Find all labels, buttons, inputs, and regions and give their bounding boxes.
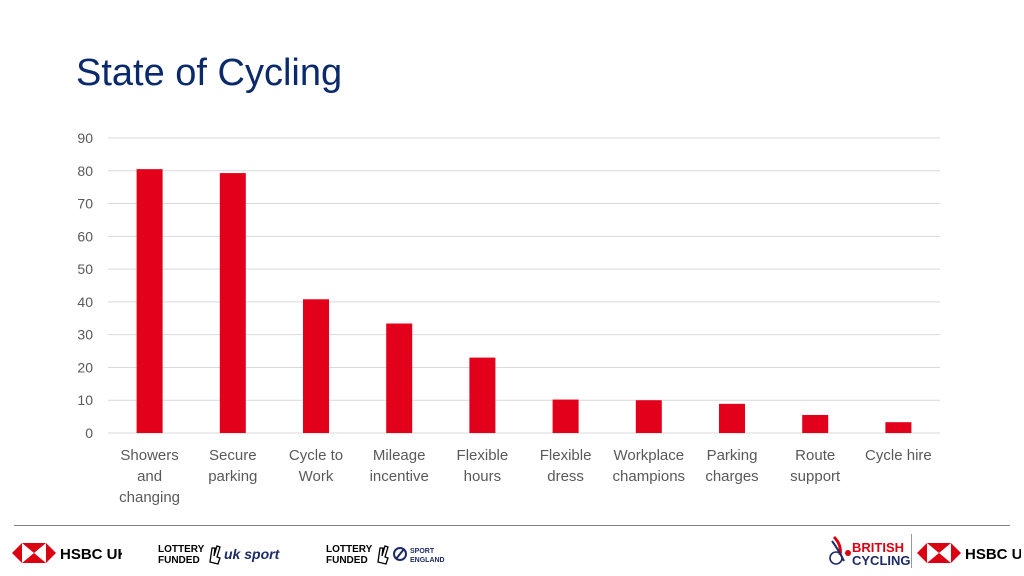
x-tick-label: changing <box>119 489 180 506</box>
x-tick-label: support <box>790 468 841 485</box>
footer-divider <box>14 525 1010 526</box>
y-tick-label: 60 <box>77 228 93 244</box>
british-label: BRITISH <box>852 540 904 555</box>
x-tick-label: parking <box>208 468 257 485</box>
y-tick-label: 50 <box>77 261 93 277</box>
y-tick-label: 90 <box>77 130 93 146</box>
x-tick-label: dress <box>547 468 584 485</box>
bar <box>469 357 496 433</box>
lottery-label: LOTTERY <box>158 544 205 555</box>
logo-separator <box>911 534 912 568</box>
x-tick-label: Parking <box>707 447 758 464</box>
england-label: ENGLAND <box>410 557 445 564</box>
bar <box>219 173 246 434</box>
bar <box>802 414 829 433</box>
x-tick-label: Route <box>795 447 835 464</box>
cycling-label: CYCLING <box>852 553 911 568</box>
lottery-funded-uk-sport-logo: LOTTERY FUNDED uk sport <box>158 544 281 566</box>
y-tick-label: 70 <box>77 196 93 212</box>
x-tick-label: charges <box>705 468 758 485</box>
x-tick-label: and <box>137 468 162 485</box>
y-tick-label: 20 <box>77 359 93 375</box>
bar <box>136 169 163 433</box>
hsbc-uk-label: HSBC UK <box>60 546 122 563</box>
y-tick-label: 40 <box>77 294 93 310</box>
x-tick-label: Cycle hire <box>865 447 932 464</box>
funded-label: FUNDED <box>158 555 200 566</box>
bar <box>552 399 579 433</box>
hsbc-uk-logo-left: HSBC UK <box>12 543 122 563</box>
bar <box>885 422 912 433</box>
bar-chart: 0 10 20 30 40 50 60 70 80 90 Showers and changing Sec… <box>77 130 940 506</box>
lottery-funded-sport-england-logo: LOTTERY FUNDED SPORT ENGLAND <box>326 544 445 566</box>
cyclist-icon <box>829 535 851 565</box>
y-tick-label: 0 <box>85 425 93 441</box>
hsbc-uk-label: HSBC UK <box>965 546 1021 563</box>
bar <box>303 299 329 433</box>
funded-label-2: FUNDED <box>326 555 368 566</box>
x-tick-label: champions <box>613 468 686 485</box>
uk-sport-label: uk sport <box>224 546 281 562</box>
lottery-label-2: LOTTERY <box>326 544 373 555</box>
x-tick-label: incentive <box>370 468 429 485</box>
x-tick-label: Flexible <box>540 447 592 464</box>
x-tick-label: Mileage <box>373 447 426 464</box>
hsbc-hexagon-icon <box>12 543 56 563</box>
bar <box>386 323 413 433</box>
british-cycling-logo: BRITISH CYCLING <box>829 535 911 568</box>
hsbc-hexagon-icon <box>917 543 961 563</box>
y-tick-label: 10 <box>77 392 93 408</box>
x-tick-label: Cycle to <box>289 447 343 464</box>
sport-england-icon <box>393 547 407 561</box>
x-tick-label: Work <box>299 468 334 485</box>
x-tick-label: Showers <box>120 447 178 464</box>
y-tick-label: 80 <box>77 163 93 179</box>
sport-label: SPORT <box>410 548 435 555</box>
bar <box>635 400 662 433</box>
x-tick-label: Flexible <box>457 447 509 464</box>
y-tick-label: 30 <box>77 327 93 343</box>
crossed-fingers-icon <box>209 545 221 565</box>
x-tick-label: hours <box>464 468 502 485</box>
page-title: State of Cycling <box>76 52 343 94</box>
bar <box>719 403 745 433</box>
crossed-fingers-icon <box>377 545 389 565</box>
x-tick-label: Workplace <box>614 447 685 464</box>
x-tick-label: Secure <box>209 447 257 464</box>
hsbc-uk-logo-right: HSBC UK <box>917 543 1021 563</box>
